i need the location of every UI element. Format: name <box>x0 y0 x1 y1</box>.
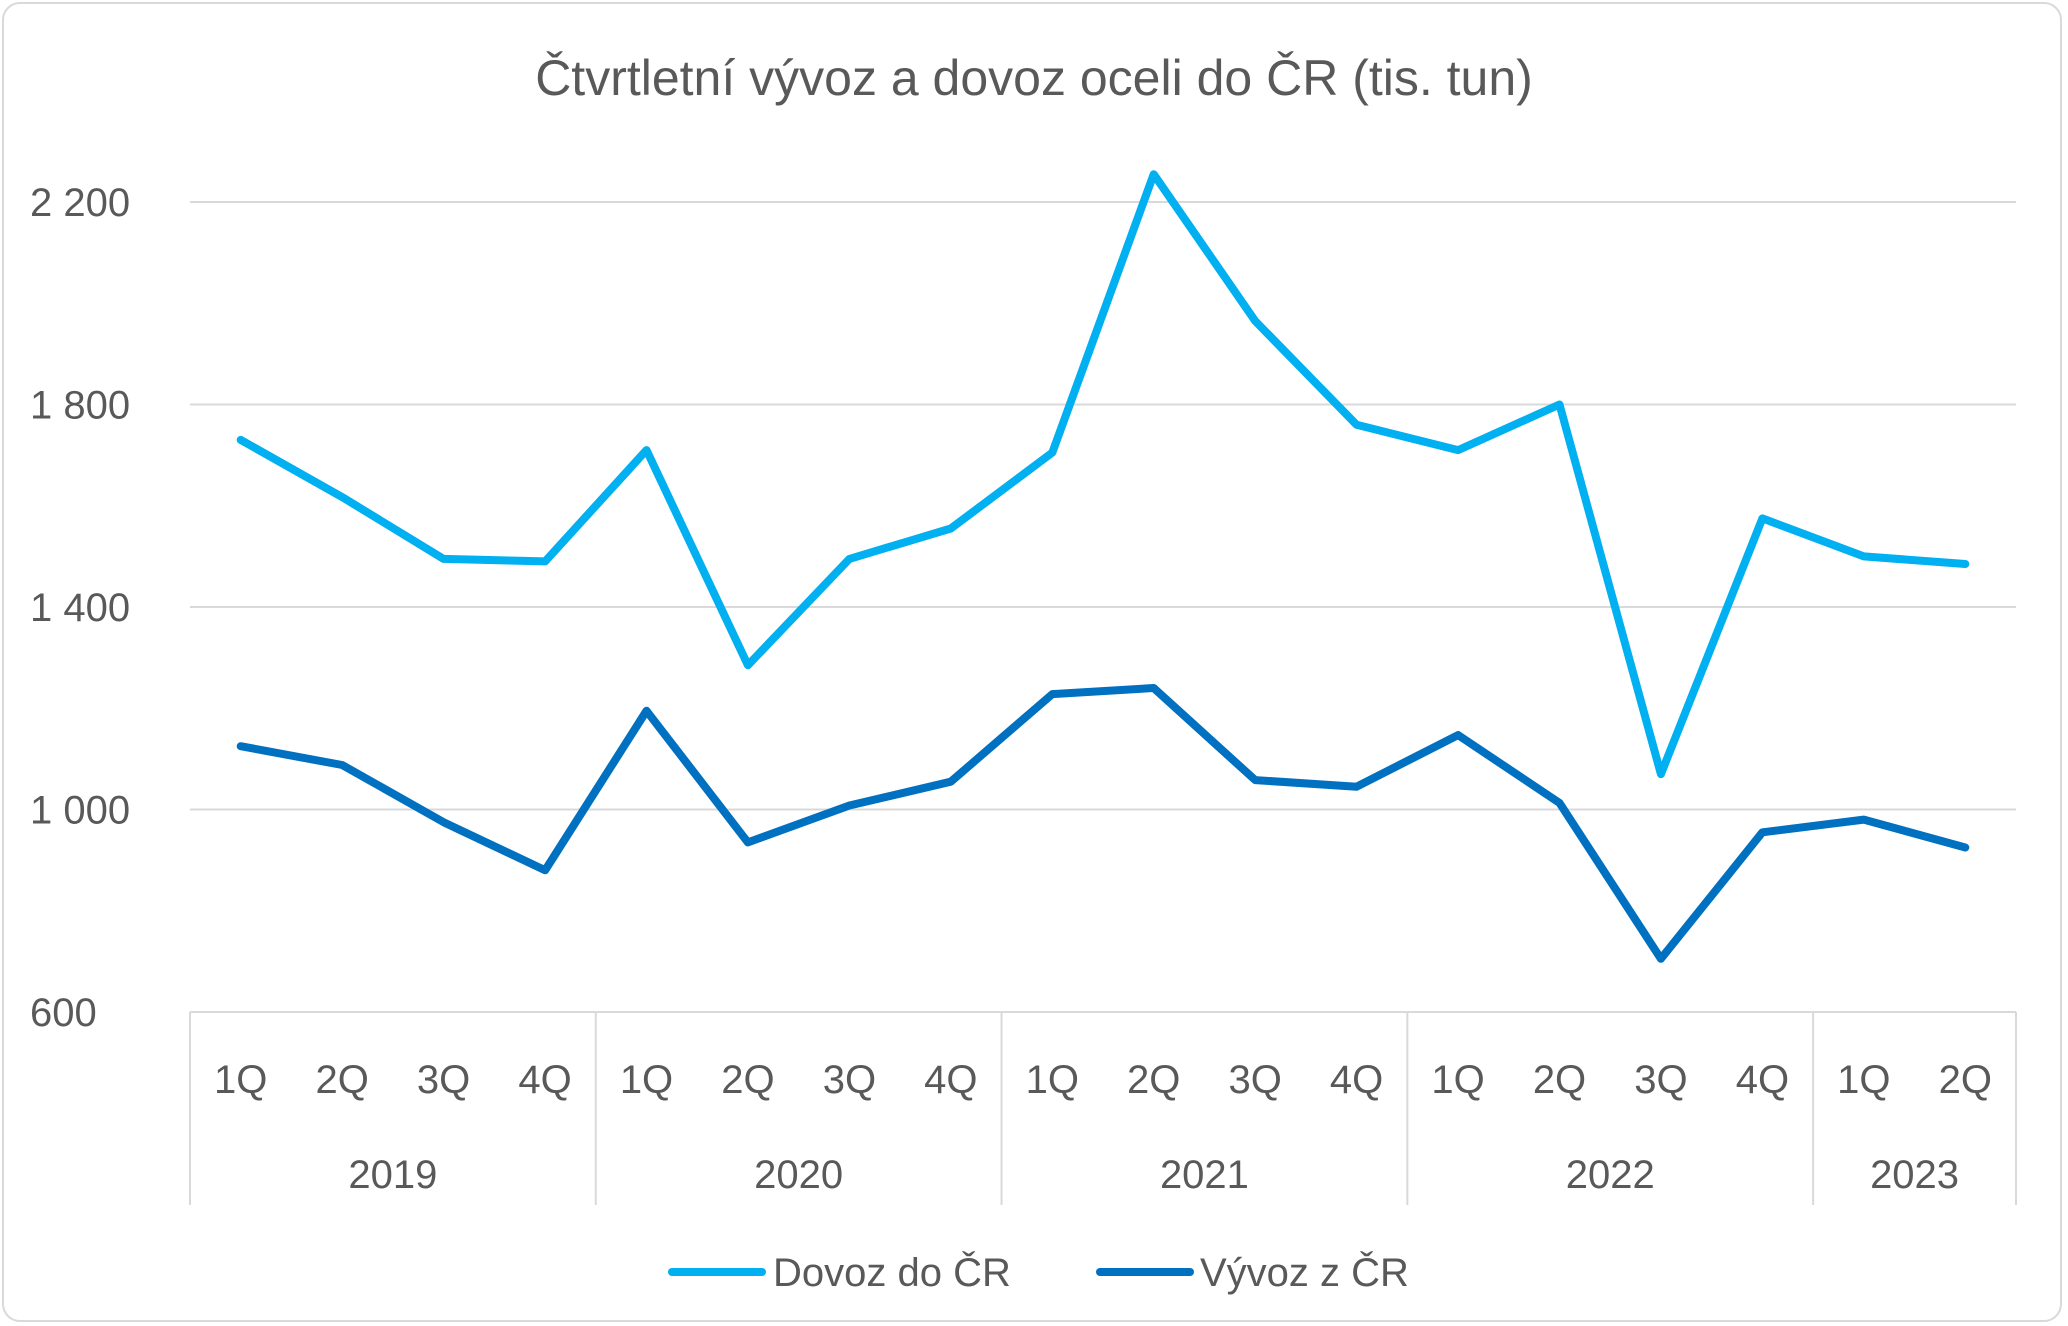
y-tick-label: 1 400 <box>30 586 130 630</box>
x-tick-label: 2Q <box>315 1058 368 1102</box>
x-tick-label: 2Q <box>721 1058 774 1102</box>
x-tick-label: 4Q <box>924 1058 977 1102</box>
x-tick-label: 3Q <box>417 1058 470 1102</box>
y-tick-label: 600 <box>30 991 97 1035</box>
x-group-label: 2023 <box>1870 1153 1959 1197</box>
x-tick-label: 4Q <box>1330 1058 1383 1102</box>
x-tick-label: 2Q <box>1939 1058 1992 1102</box>
x-tick-label: 1Q <box>620 1058 673 1102</box>
y-axis-ticks: 600 1 000 1 400 1 800 2 200 <box>30 181 130 1035</box>
x-tick-label: 4Q <box>518 1058 571 1102</box>
x-group-label: 2019 <box>348 1153 437 1197</box>
gridlines <box>190 201 2016 811</box>
legend-label: Vývoz z ČR <box>1200 1250 1409 1295</box>
x-tick-label: 3Q <box>823 1058 876 1102</box>
y-tick-label: 1 800 <box>30 384 130 428</box>
x-axis: 1Q 2Q 3Q 4Q 1Q 2Q 3Q 4Q 1Q 2Q 3Q 4Q 1Q 2Q 3Q 4Q 1Q 2Q 2019… <box>189 1011 2017 1205</box>
chart-title: Čtvrtletní vývoz a dovoz oceli do ČR (ti… <box>535 50 1533 106</box>
x-tick-label: 2Q <box>1127 1058 1180 1102</box>
y-tick-label: 1 000 <box>30 789 130 833</box>
x-group-label: 2022 <box>1566 1153 1655 1197</box>
legend-label: Dovoz do ČR <box>773 1250 1011 1295</box>
legend: Dovoz do ČR Vývoz z ČR <box>668 1250 1409 1295</box>
x-tick-label: 1Q <box>1837 1058 1890 1102</box>
x-tick-label: 2Q <box>1533 1058 1586 1102</box>
x-group-label: 2021 <box>1160 1153 1249 1197</box>
series-line-2 <box>236 684 1970 963</box>
series-lines <box>236 170 1970 963</box>
x-tick-label: 4Q <box>1736 1058 1789 1102</box>
x-tick-label: 3Q <box>1228 1058 1281 1102</box>
x-tick-label: 1Q <box>214 1058 267 1102</box>
x-tick-label: 3Q <box>1634 1058 1687 1102</box>
y-tick-label: 2 200 <box>30 181 130 225</box>
x-group-label: 2020 <box>754 1153 843 1197</box>
x-tick-label: 1Q <box>1026 1058 1079 1102</box>
x-tick-label: 1Q <box>1431 1058 1484 1102</box>
series-line-1 <box>236 170 1970 779</box>
